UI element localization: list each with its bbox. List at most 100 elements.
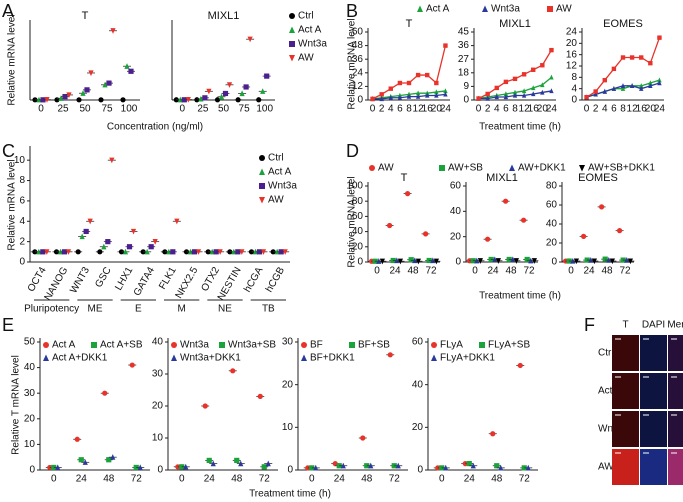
point [405, 191, 411, 197]
x-tick-label: 25 [57, 104, 69, 115]
point [129, 362, 135, 368]
x-tick-label: 75 [239, 104, 251, 115]
point [261, 464, 267, 470]
x-tick-label: 25 [197, 104, 209, 115]
legend-label: FLyA [440, 340, 463, 351]
micrograph [640, 373, 667, 409]
y-axis-label: Relative T mRNA level [11, 355, 22, 455]
x-tick-label: 20 [537, 104, 549, 115]
point [549, 88, 554, 94]
point [80, 90, 86, 96]
x-tick-label: 20 [645, 104, 657, 115]
point [657, 35, 662, 40]
x-tick-label: GATA4 [132, 265, 157, 298]
point [581, 233, 587, 239]
point [648, 60, 653, 66]
y-tick-label: 20 [352, 241, 364, 252]
x-tick-label: 12 [627, 104, 639, 115]
x-tick-label: 48 [491, 474, 503, 485]
point [423, 231, 429, 237]
point [494, 85, 499, 91]
legend-label: Ctrl [298, 11, 314, 22]
y-tick-label: 27 [458, 54, 470, 65]
subplot-title: MIXL1 [486, 172, 518, 184]
point [540, 82, 545, 88]
x-tick-label: 4 [494, 104, 500, 115]
point [105, 239, 111, 245]
point [470, 462, 476, 469]
x-tick-label: 0 [38, 104, 44, 115]
legend-marker [259, 168, 265, 175]
point [599, 204, 605, 210]
point [106, 80, 112, 86]
point [181, 97, 187, 103]
point [443, 88, 448, 94]
x-tick-label: WNT3 [68, 265, 92, 295]
micrograph [640, 449, 667, 485]
point [368, 462, 374, 469]
point [387, 222, 393, 229]
y-tick-label: 0 [157, 465, 163, 476]
point [202, 403, 208, 409]
legend-marker [509, 164, 515, 171]
point [415, 90, 421, 96]
point [213, 249, 219, 255]
point [126, 244, 133, 250]
legend-label: AW [378, 163, 394, 174]
y-tick-label: 12 [566, 61, 578, 72]
x-tick-label: 8 [406, 104, 412, 115]
point [498, 464, 504, 471]
point [639, 83, 644, 89]
point [198, 95, 204, 102]
point [195, 249, 202, 255]
legend-marker [369, 165, 375, 171]
y-tick-label: 9 [463, 81, 469, 92]
x-tick-label: 12 [413, 104, 425, 115]
x-tick-label: LHX1 [113, 265, 135, 293]
point [282, 249, 288, 255]
point [256, 97, 262, 103]
x-tick-label: 24 [654, 104, 666, 115]
y-tick-label: 30 [24, 388, 36, 399]
point [657, 80, 662, 86]
y-tick-label: 6 [19, 196, 25, 207]
x-tick-label: 75 [101, 104, 113, 115]
point [137, 464, 143, 471]
point [177, 96, 183, 103]
x-tick-label: 0 [180, 104, 186, 115]
y-tick-label: 50 [24, 337, 36, 348]
legend-marker [259, 155, 265, 161]
x-tick-label: 16 [422, 104, 434, 115]
point [88, 70, 94, 77]
point [379, 258, 385, 265]
y-tick-label: 0 [357, 95, 363, 106]
micrograph [668, 411, 683, 447]
point [66, 92, 72, 99]
point [58, 95, 64, 101]
point [79, 233, 85, 240]
point [549, 47, 554, 53]
legend-label: AW+DKK1 [518, 163, 566, 174]
x-tick-label: FLK1 [157, 265, 179, 292]
x-tick-label: 6 [611, 104, 617, 115]
point [648, 80, 653, 86]
x-tick-label: 24 [464, 474, 476, 485]
point [434, 89, 439, 95]
point [494, 94, 499, 100]
x-tick-label: 72 [131, 474, 143, 485]
x-tick-label: 0 [476, 104, 482, 115]
point [388, 95, 393, 100]
y-tick-label: 0 [19, 257, 25, 268]
point [140, 249, 146, 255]
point [503, 198, 509, 204]
point [226, 82, 233, 88]
point [162, 249, 168, 255]
x-tick-label: 100 [121, 104, 138, 115]
legend-label: Wnt3a [491, 4, 520, 15]
legend-marker [91, 342, 97, 348]
point [476, 96, 481, 101]
point [109, 157, 115, 164]
y-tick-label: 40 [412, 379, 424, 390]
legend-marker [301, 342, 307, 348]
y-tick-label: 20 [450, 231, 462, 242]
